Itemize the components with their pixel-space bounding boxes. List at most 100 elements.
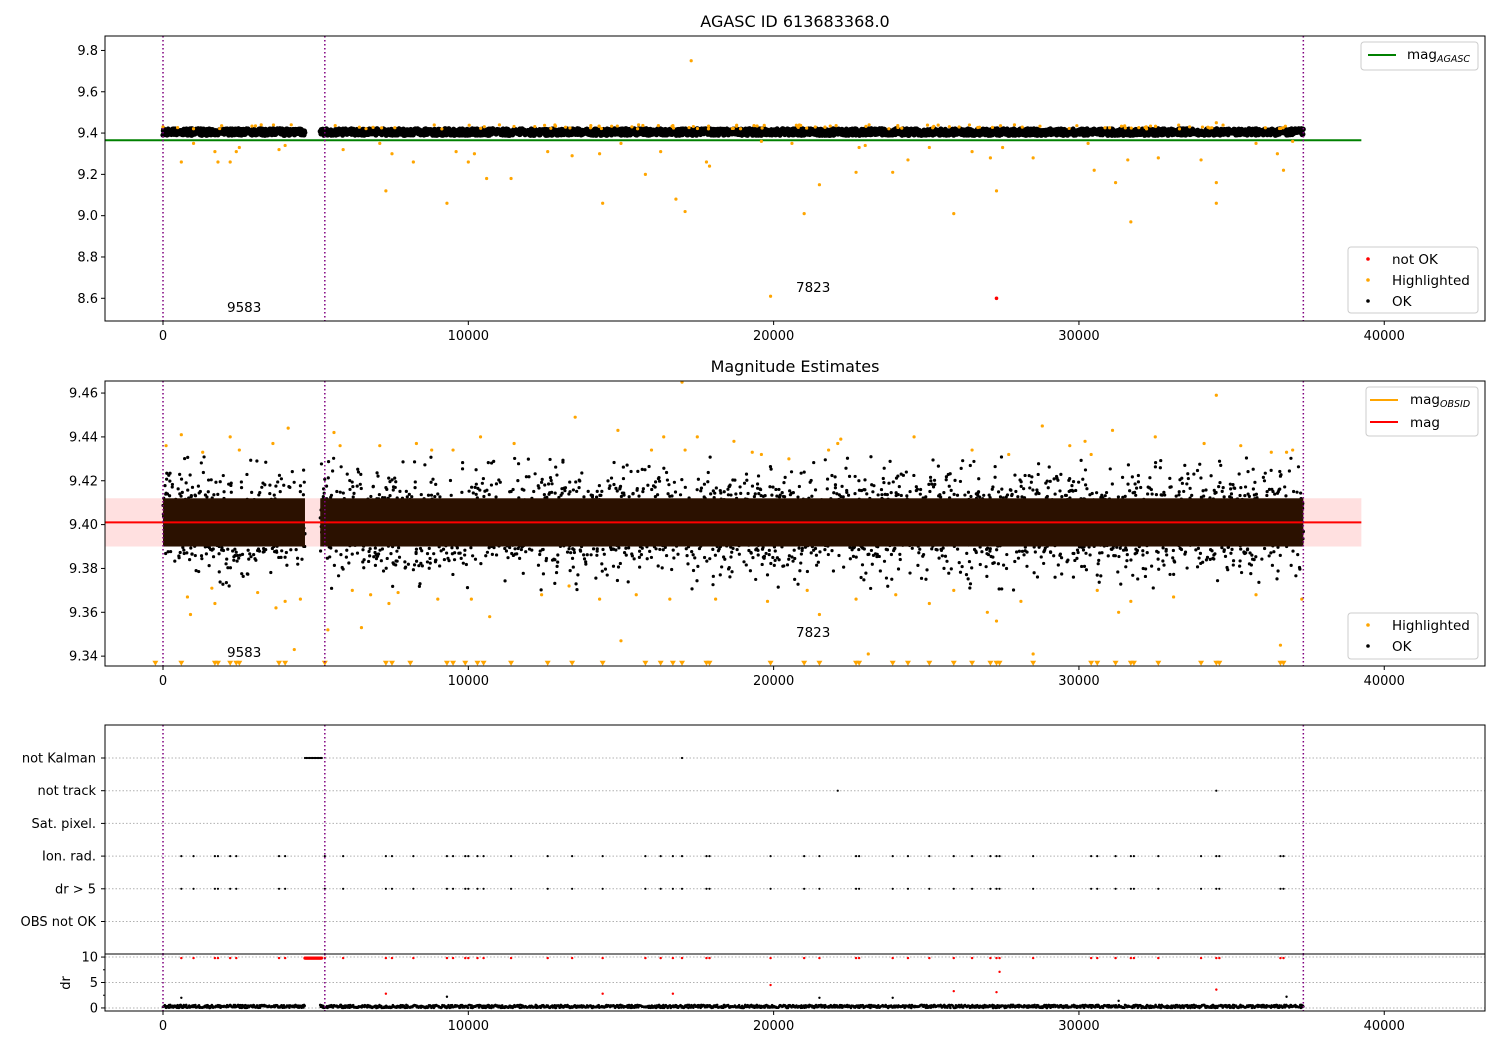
- ok-point: [553, 491, 557, 495]
- ok-point: [229, 481, 233, 485]
- legend-highlighted-marker: [1366, 278, 1370, 282]
- highlighted-point: [1107, 126, 1112, 130]
- ok-point: [568, 569, 572, 573]
- ok-point: [555, 564, 559, 569]
- ok-point: [463, 553, 467, 557]
- highlighted-point: [1123, 126, 1127, 130]
- ok-point: [379, 559, 383, 563]
- ok-point: [434, 558, 438, 562]
- ok-point: [292, 480, 296, 484]
- ok-point: [461, 561, 465, 565]
- highlighted-point: [341, 147, 345, 152]
- highlighted-point: [1214, 181, 1218, 185]
- highlighted-point: [563, 125, 568, 129]
- ok-point: [351, 495, 355, 499]
- highlighted-point: [432, 123, 436, 127]
- ok-point: [319, 462, 324, 466]
- ok-point: [630, 554, 634, 558]
- ok-point: [201, 470, 205, 475]
- ok-point: [413, 480, 417, 484]
- ok-point: [590, 493, 595, 498]
- highlighted-point: [1199, 158, 1203, 162]
- ok-point: [448, 478, 453, 483]
- highlighted-point: [542, 123, 547, 127]
- highlighted-point: [994, 189, 999, 193]
- ok-point: [302, 480, 306, 484]
- ok-point: [555, 473, 559, 477]
- ok-point: [414, 550, 418, 554]
- ok-point: [455, 546, 459, 550]
- ok-point: [209, 478, 213, 482]
- highlighted-point: [371, 125, 375, 130]
- ok-point: [264, 460, 268, 464]
- ok-point: [459, 556, 463, 560]
- highlighted-point: [936, 123, 940, 127]
- ok-point: [257, 549, 262, 553]
- ok-point: [403, 560, 407, 564]
- ok-point: [301, 493, 305, 497]
- ok-point: [513, 547, 517, 551]
- ok-point: [362, 558, 366, 562]
- ok-point: [469, 546, 473, 550]
- highlighted-point: [1214, 201, 1218, 205]
- ok-point: [618, 484, 623, 488]
- highlighted-point: [643, 172, 647, 176]
- ok-point: [426, 493, 431, 497]
- ok-point: [216, 492, 220, 497]
- ok-point: [560, 491, 564, 495]
- ok-point: [571, 488, 575, 492]
- ok-point: [563, 486, 568, 490]
- highlighted-point: [695, 126, 700, 131]
- ok-point: [248, 552, 252, 556]
- ok-point: [302, 129, 308, 136]
- highlighted-point: [283, 143, 287, 148]
- ok-point: [218, 480, 222, 484]
- ok-point: [388, 494, 392, 498]
- highlighted-point: [656, 124, 660, 128]
- ok-point: [169, 549, 173, 554]
- highlighted-point: [734, 124, 739, 128]
- highlighted-point: [957, 125, 961, 129]
- legend-ok-label: OK: [1392, 294, 1413, 310]
- legend-highlighted-label: Highlighted: [1392, 273, 1470, 289]
- ok-point: [249, 555, 253, 559]
- ok-point: [626, 580, 630, 584]
- ok-point: [183, 456, 187, 461]
- ok-point: [494, 553, 499, 557]
- ok-point: [429, 480, 433, 484]
- highlighted-point: [191, 141, 196, 145]
- highlighted-point: [768, 294, 773, 298]
- ok-point: [387, 476, 391, 480]
- ok-point: [264, 548, 268, 552]
- highlighted-point: [1177, 123, 1181, 127]
- ok-point: [629, 469, 633, 474]
- highlighted-point: [546, 150, 550, 154]
- panel-mag-plot-area: [105, 380, 1362, 666]
- ok-point: [255, 459, 259, 463]
- ok-point: [582, 495, 586, 499]
- highlighted-point: [259, 123, 263, 127]
- ok-point: [565, 550, 570, 554]
- ok-point: [594, 495, 599, 499]
- panel-agasc-ytick-label: 9.4: [77, 127, 98, 142]
- ok-point: [473, 557, 478, 561]
- panel-agasc-xtick-label: 0: [159, 329, 167, 344]
- annotation-7823-top: 7823: [796, 280, 830, 296]
- ok-point: [167, 494, 172, 498]
- highlighted-point: [445, 201, 449, 205]
- ok-point: [214, 480, 218, 484]
- ok-point: [429, 455, 433, 459]
- ok-point: [188, 473, 192, 477]
- ok-point: [601, 547, 605, 552]
- ok-point: [411, 568, 415, 572]
- highlighted-point: [1129, 126, 1133, 130]
- ok-point: [571, 565, 575, 569]
- ok-point: [578, 479, 582, 483]
- ok-point: [341, 491, 345, 495]
- highlighted-point: [790, 141, 794, 145]
- ok-point: [368, 547, 372, 551]
- ok-point: [185, 551, 189, 555]
- ok-point: [611, 564, 616, 568]
- ok-point: [575, 489, 579, 493]
- highlighted-point: [752, 124, 756, 128]
